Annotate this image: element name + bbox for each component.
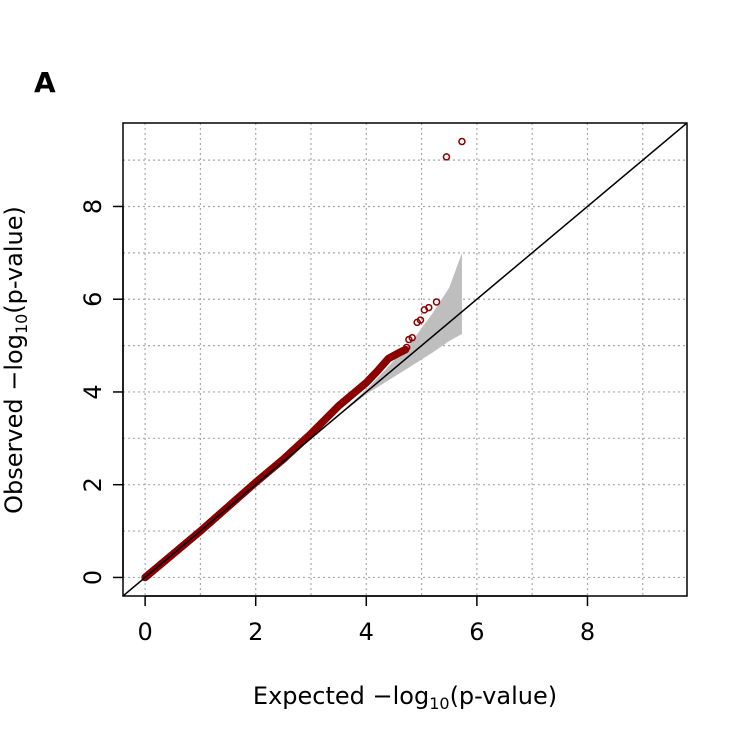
data-points (141, 137, 466, 582)
y-tick-label: 8 (79, 199, 107, 214)
x-tick-label: 2 (248, 618, 263, 646)
reference-line (122, 122, 688, 597)
y-axis-label-subscript: 10 (12, 313, 31, 335)
data-point-outlier (425, 303, 433, 312)
x-axis-label-subscript: 10 (429, 694, 450, 713)
x-axis-label-suffix: (p-value) (449, 682, 558, 710)
y-tick-label: 4 (79, 384, 107, 399)
data-point-outlier (432, 298, 441, 306)
y-tick-label: 6 (79, 292, 107, 307)
y-axis-label-prefix: Observed −log (0, 334, 28, 514)
y-axis: 0 2 4 6 8 (79, 199, 124, 585)
data-point-outlier (402, 343, 411, 352)
data-point-outlier (408, 333, 416, 342)
x-tick-label: 8 (580, 618, 595, 646)
data-point-outlier (458, 137, 466, 146)
x-axis-label: Expected −log10(p-value) (123, 682, 687, 713)
y-tick-label: 2 (79, 477, 107, 492)
x-axis: 0 2 4 6 8 (137, 595, 595, 646)
x-tick-label: 6 (469, 618, 484, 646)
x-axis-label-prefix: Expected −log (252, 682, 430, 710)
y-tick-label: 0 (79, 570, 107, 585)
x-tick-label: 0 (137, 618, 152, 646)
panel-label: A (34, 66, 56, 99)
grid-lines (123, 123, 687, 596)
x-tick-label: 4 (359, 618, 374, 646)
reference-line-layer (122, 122, 688, 597)
data-point-outlier (442, 153, 451, 161)
data-point-outlier (416, 316, 425, 324)
y-axis-label-suffix: (p-value) (0, 206, 28, 314)
